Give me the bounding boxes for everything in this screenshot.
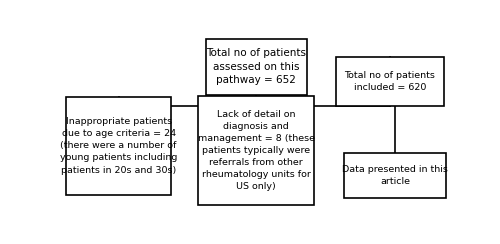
FancyBboxPatch shape bbox=[198, 96, 314, 205]
FancyBboxPatch shape bbox=[206, 39, 306, 95]
FancyBboxPatch shape bbox=[66, 97, 171, 195]
FancyBboxPatch shape bbox=[344, 153, 446, 198]
Text: Lack of detail on
diagnosis and
management = 8 (these
patients typically were
re: Lack of detail on diagnosis and manageme… bbox=[198, 110, 315, 191]
Text: Total no of patients
included = 620: Total no of patients included = 620 bbox=[344, 71, 436, 92]
Text: Inappropriate patients
due to age criteria = 24
(there were a number of
young pa: Inappropriate patients due to age criter… bbox=[60, 117, 178, 174]
Text: Total no of patients
assessed on this
pathway = 652: Total no of patients assessed on this pa… bbox=[206, 48, 306, 85]
FancyBboxPatch shape bbox=[336, 58, 444, 106]
Text: Data presented in this
article: Data presented in this article bbox=[342, 165, 448, 186]
